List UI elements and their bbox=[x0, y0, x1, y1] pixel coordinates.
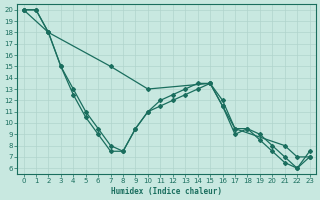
X-axis label: Humidex (Indice chaleur): Humidex (Indice chaleur) bbox=[111, 187, 222, 196]
